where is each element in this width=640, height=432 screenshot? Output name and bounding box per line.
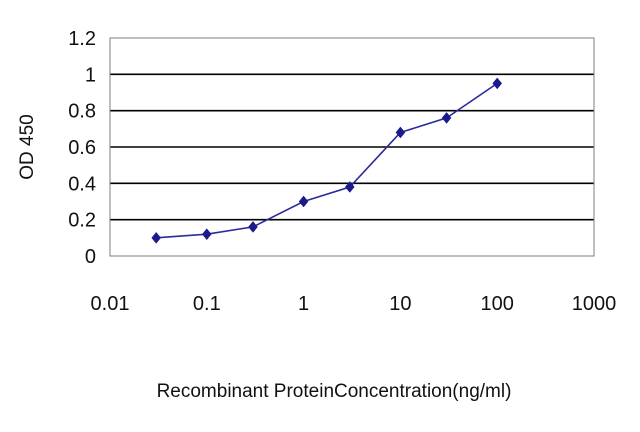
y-tick-label-2: 0.4 [68, 173, 96, 195]
plot-area [109, 37, 595, 257]
grid-lines [110, 73, 594, 221]
x-tick-label-4: 100 [481, 293, 514, 315]
data-point-4 [344, 181, 355, 193]
series-layer [151, 77, 503, 244]
x-tick-labels: 0.01 0.1 1 10 100 1000 [91, 293, 617, 315]
y-tick-labels: 0 0.2 0.4 0.6 0.8 1 1.2 [68, 28, 96, 268]
x-tick-label-5: 1000 [572, 293, 617, 315]
series-line-0 [156, 82, 498, 239]
data-point-2 [248, 221, 258, 233]
x-tick-label-1: 0.1 [193, 293, 221, 315]
y-tick-label-0: 0 [85, 246, 96, 268]
x-tick-label-2: 1 [298, 293, 309, 315]
y-tick-label-5: 1 [85, 64, 96, 86]
data-point-1 [201, 228, 212, 241]
x-tick-label-3: 10 [389, 293, 411, 315]
x-axis-title: Recombinant ProteinConcentration(ng/ml) [157, 381, 512, 402]
y-tick-label-6: 1.2 [68, 28, 96, 50]
x-tick-label-0: 0.01 [91, 293, 130, 315]
data-point-6 [441, 112, 452, 124]
y-tick-label-3: 0.6 [68, 137, 96, 159]
y-tick-label-4: 0.8 [68, 101, 96, 123]
data-point-3 [298, 195, 309, 208]
y-axis-title: OD 450 [17, 114, 38, 179]
data-point-0 [151, 231, 162, 244]
data-point-7 [492, 77, 503, 90]
y-tick-label-1: 0.2 [68, 210, 96, 232]
data-point-5 [395, 126, 406, 139]
